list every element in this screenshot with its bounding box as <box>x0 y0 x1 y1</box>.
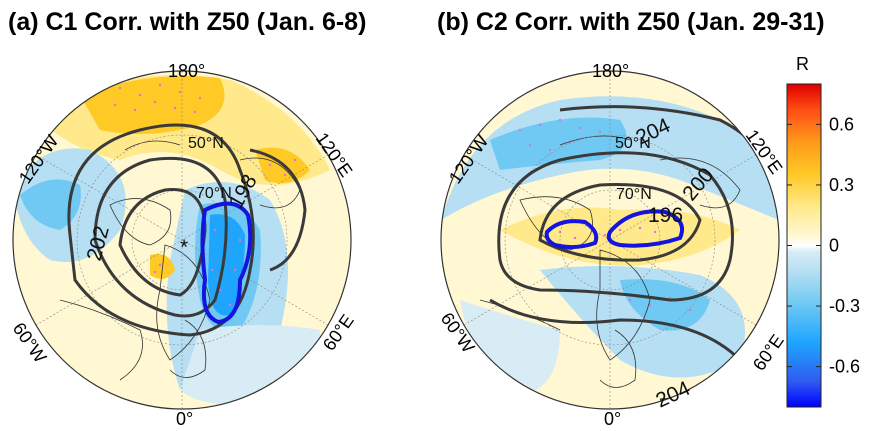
panel-a-lon-180: 180° <box>168 61 205 81</box>
panel-a-lon-0: 0° <box>176 409 193 429</box>
panel-a-lat-50n: 50°N <box>188 135 224 152</box>
panel-b-lat-50n: 50°N <box>615 135 651 152</box>
panel-b-lon-180: 180° <box>592 61 629 81</box>
colorbar-label: R <box>796 54 809 74</box>
panel-a: (a) C1 Corr. with Z50 (Jan. 6-8) <box>8 8 366 429</box>
colorbar-ticks: 0.6 0.3 0 -0.3 -0.6 <box>787 114 860 377</box>
colorbar-tick-label: -0.6 <box>829 357 860 377</box>
panel-a-title: (a) C1 Corr. with Z50 (Jan. 6-8) <box>8 8 366 36</box>
panel-b-lat-70n: 70°N <box>616 186 652 203</box>
panel-a-marker: * <box>180 236 188 259</box>
colorbar-scale <box>786 83 822 408</box>
panel-a-map <box>13 71 351 409</box>
colorbar-tick-label: 0.6 <box>829 114 854 134</box>
colorbar: R 0.6 0.3 0 -0.3 -0.6 <box>786 54 860 408</box>
panel-b: (b) C2 Corr. with Z50 (Jan. 29-31) <box>437 8 825 429</box>
panel-a-map-boundary <box>12 70 352 410</box>
panel-b-contour-label-196: 196 <box>648 204 683 227</box>
colorbar-tick-label: 0.3 <box>829 175 854 195</box>
panel-b-map <box>441 71 779 409</box>
panel-b-title: (b) C2 Corr. with Z50 (Jan. 29-31) <box>437 8 825 36</box>
panel-b-lon-60e: 60°E <box>749 331 788 375</box>
panel-b-lon-0: 0° <box>604 409 621 429</box>
panel-a-lat-70n: 70°N <box>196 185 232 202</box>
colorbar-tick-label: -0.3 <box>829 296 860 316</box>
colorbar-tick-label: 0 <box>829 236 839 256</box>
panel-b-map-boundary <box>440 70 780 410</box>
